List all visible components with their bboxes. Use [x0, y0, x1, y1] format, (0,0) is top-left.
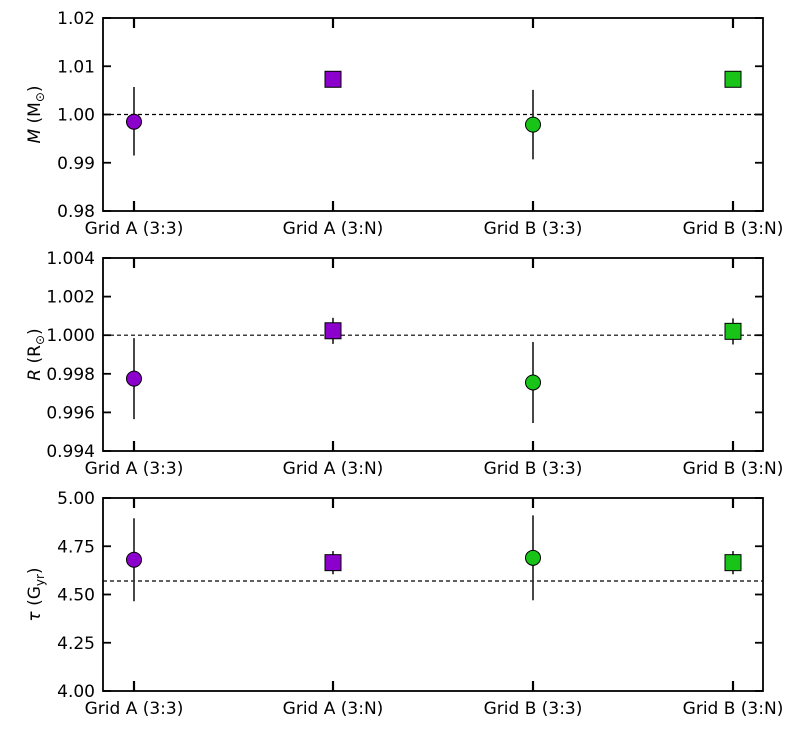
y-tick-label: 4.50 — [57, 586, 95, 606]
x-tick-label: Grid B (3:3) — [484, 219, 583, 239]
data-point — [724, 554, 742, 572]
y-tick-label: 0.994 — [46, 442, 95, 462]
y-tick-label: 0.996 — [46, 403, 95, 423]
y-axis-label: M (M⊙) — [25, 85, 47, 143]
y-tick-label: 1.00 — [57, 106, 95, 126]
data-point — [126, 551, 142, 568]
x-tick-label: Grid B (3:N) — [683, 219, 784, 239]
x-tick-label: Grid A (3:N) — [283, 459, 384, 479]
y-tick-label: 0.998 — [46, 365, 95, 385]
data-point — [525, 549, 541, 566]
y-tick-label: 0.98 — [57, 202, 95, 222]
y-tick-label: 4.00 — [57, 682, 95, 702]
y-tick-label: 4.75 — [57, 537, 95, 557]
plot-frame — [102, 257, 764, 452]
data-point — [724, 322, 742, 340]
x-tick-label: Grid A (3:3) — [85, 699, 184, 719]
y-tick-label: 1.000 — [46, 326, 95, 346]
y-axis-label: τ (Gyr) — [25, 567, 47, 621]
data-point — [525, 116, 541, 133]
x-tick-label: Grid A (3:N) — [283, 219, 384, 239]
data-point — [525, 374, 541, 391]
x-tick-label: Grid B (3:N) — [683, 699, 784, 719]
data-point — [324, 322, 342, 340]
y-axis-label: R (R⊙) — [25, 328, 47, 380]
data-point — [324, 70, 342, 88]
plot-frame — [102, 497, 764, 692]
y-tick-label: 0.99 — [57, 154, 95, 174]
x-tick-label: Grid A (3:3) — [85, 459, 184, 479]
x-tick-label: Grid A (3:N) — [283, 699, 384, 719]
data-point — [324, 554, 342, 572]
data-point — [724, 70, 742, 88]
y-tick-label: 5.00 — [57, 489, 95, 509]
panel-3: 4.00 4.25 4.50 4.75 5.00 Grid A (3:3) Grid A (… — [25, 489, 783, 719]
y-tick-label: 1.01 — [57, 57, 95, 77]
panel-1: 0.98 0.99 1.00 1.01 1.02 Grid A (3:3) Grid A (… — [25, 9, 783, 239]
y-tick-label: 1.002 — [46, 288, 95, 308]
x-tick-label: Grid B (3:N) — [683, 459, 784, 479]
panel-2: 0.994 0.996 0.998 1.000 1.002 1.004 Grid A (3:… — [25, 249, 783, 479]
y-tick-label: 1.02 — [57, 9, 95, 29]
data-point — [126, 370, 142, 387]
data-point — [126, 113, 142, 130]
y-tick-label: 1.004 — [46, 249, 95, 269]
x-tick-label: Grid A (3:3) — [85, 219, 184, 239]
y-tick-label: 4.25 — [57, 634, 95, 654]
x-tick-label: Grid B (3:3) — [484, 459, 583, 479]
x-tick-label: Grid B (3:3) — [484, 699, 583, 719]
